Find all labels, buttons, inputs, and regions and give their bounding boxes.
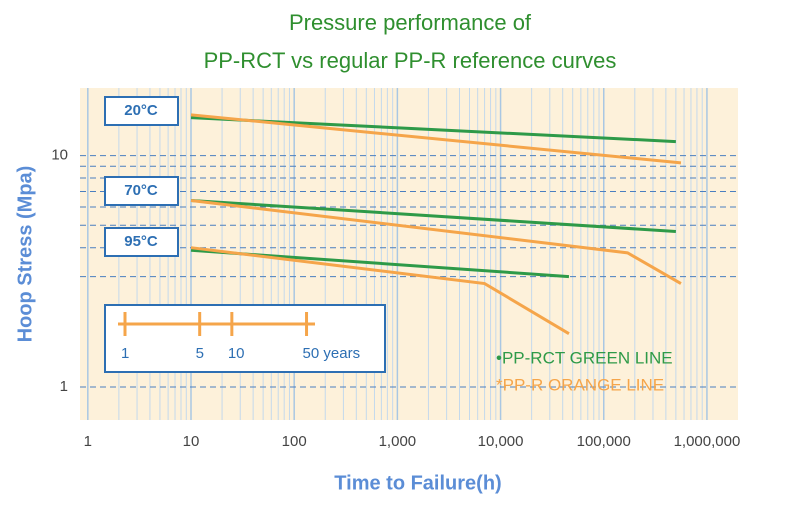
legend-entry: •PP-RCT GREEN LINE [496,348,673,367]
x-tick-label: 1 [84,433,92,450]
x-tick-label: 1,000 [379,433,417,450]
temperature-label: 70°C [124,182,158,199]
temperature-box [104,96,179,126]
inset-tick-label: 5 [196,345,204,362]
legend-entry: *PP-R ORANGE LINE [496,375,664,394]
inset-box [104,304,386,373]
x-tick-label: 10 [183,433,200,450]
x-tick-label: 100,000 [577,433,631,450]
temperature-box [104,227,179,257]
y-axis-label: Hoop Stress (Mpa) [14,166,36,343]
inset-tick-label: 50 years [303,345,361,362]
chart-title: PP-RCT vs regular PP-R reference curves [204,48,617,73]
temperature-box [104,176,179,206]
series-line [190,198,682,285]
series-line [190,113,682,165]
x-axis-label: Time to Failure(h) [334,472,501,494]
temperature-label: 20°C [124,102,158,119]
chart-title: Pressure performance of [289,10,532,35]
series-line [190,246,570,335]
temperature-label: 95°C [124,233,158,250]
x-tick-label: 1,000,000 [674,433,741,450]
x-tick-label: 100 [282,433,307,450]
y-tick-label: 1 [60,378,68,395]
y-tick-label: 10 [51,147,68,164]
series-line [190,198,676,233]
inset-tick-label: 10 [228,345,245,362]
x-tick-label: 10,000 [478,433,524,450]
inset-tick-label: 1 [121,345,129,362]
